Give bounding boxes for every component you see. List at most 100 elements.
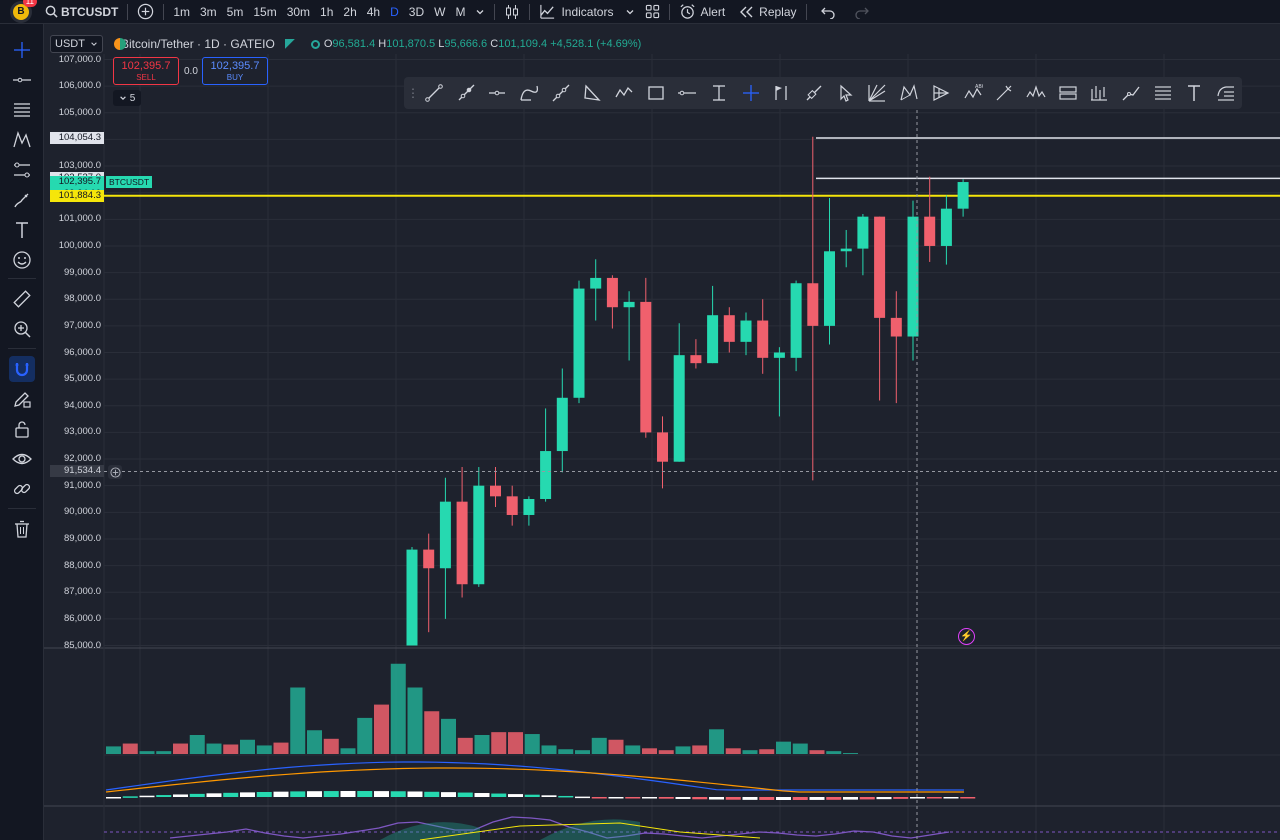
long-position-button[interactable] <box>1052 77 1084 109</box>
signpost-button[interactable] <box>1210 77 1242 109</box>
timeframe-5m[interactable]: 5m <box>226 4 244 19</box>
layouts-button[interactable] <box>640 0 665 24</box>
indicators-icon <box>540 4 555 19</box>
redo-button[interactable] <box>849 0 875 24</box>
volume-bar <box>558 749 574 754</box>
symbol-search-button[interactable]: BTCUSDT <box>40 0 123 24</box>
timeframe-1m[interactable]: 1m <box>173 4 190 19</box>
ghost-feed-button[interactable] <box>1115 77 1147 109</box>
currency-select[interactable]: USDT <box>50 35 103 53</box>
sell-button[interactable]: 102,395.7 SELL <box>113 57 179 85</box>
macd-histogram-bar <box>441 792 456 797</box>
timeframe-4h[interactable]: 4h <box>366 4 381 19</box>
timeframe-dropdown[interactable] <box>470 0 490 24</box>
user-avatar[interactable]: B 11 <box>10 0 37 23</box>
macd-histogram-bar <box>139 795 155 798</box>
price-label: 98,000.0 <box>64 293 101 305</box>
curve-button[interactable] <box>513 77 545 109</box>
legend-collapse-button[interactable]: 5 <box>113 90 141 106</box>
horizontal-ray-button[interactable] <box>481 77 513 109</box>
horizontal-line-button[interactable] <box>672 77 704 109</box>
hide-drawings-tool[interactable] <box>9 446 35 472</box>
sync-drawings-tool[interactable] <box>9 476 35 502</box>
crosshair-tool[interactable] <box>9 37 35 63</box>
chart-canvas[interactable] <box>44 24 1280 840</box>
compare-symbol-button[interactable] <box>132 0 159 24</box>
info-line-button[interactable] <box>798 77 830 109</box>
timeframe-30m[interactable]: 30m <box>286 4 311 19</box>
fib-retracement-button[interactable] <box>1147 77 1179 109</box>
measure-tool[interactable] <box>9 286 35 312</box>
cross-line-button[interactable] <box>735 77 767 109</box>
chart-type-button[interactable] <box>499 0 525 24</box>
flag-icon[interactable] <box>284 39 295 49</box>
macd-indicator <box>105 761 976 800</box>
rectangle-button[interactable] <box>640 77 672 109</box>
arrow-button[interactable] <box>830 77 862 109</box>
macd-histogram-bar <box>826 797 842 800</box>
text-tool[interactable] <box>9 217 35 243</box>
trash-icon <box>15 520 29 538</box>
timeframe-3m[interactable]: 3m <box>200 4 217 19</box>
candle-body <box>757 320 769 358</box>
drag-handle-icon[interactable]: ⋮ <box>407 86 419 100</box>
remove-drawings-tool[interactable] <box>9 516 35 542</box>
legend-row: USDT Bitcoin/Tether · 1D · GATEIO O96,58… <box>50 34 641 54</box>
volume-bar <box>106 746 121 754</box>
head-shoulders-button[interactable] <box>1020 77 1052 109</box>
volume-bar <box>441 718 456 754</box>
emoji-tool[interactable] <box>9 247 35 273</box>
chart-area[interactable] <box>44 24 1280 840</box>
lightning-icon[interactable]: ⚡ <box>958 628 975 645</box>
stay-in-drawing-tool[interactable] <box>9 386 35 412</box>
zoom-in-icon <box>14 321 31 338</box>
path-button[interactable] <box>608 77 640 109</box>
brush-tool[interactable] <box>9 187 35 213</box>
text-icon <box>1188 85 1201 101</box>
replay-button[interactable]: Replay <box>734 0 801 24</box>
volume-bar <box>206 743 222 754</box>
vertical-line-button[interactable] <box>703 77 735 109</box>
buy-button[interactable]: 102,395.7 BUY <box>202 57 268 85</box>
text-button[interactable] <box>1179 77 1211 109</box>
indicators-button[interactable]: Indicators <box>534 0 640 24</box>
undo-button[interactable] <box>815 0 841 24</box>
chevron-down-icon <box>119 96 126 101</box>
triangle-button[interactable] <box>576 77 608 109</box>
projection-button[interactable] <box>988 77 1020 109</box>
elliott-wave-button[interactable]: ABC <box>957 77 989 109</box>
forecast-tool[interactable] <box>9 157 35 183</box>
svg-text:ABC: ABC <box>975 84 983 90</box>
alert-button[interactable]: Alert <box>674 0 730 24</box>
timeframe-m[interactable]: M <box>455 4 466 19</box>
symbol-title[interactable]: Bitcoin/Tether · 1D · GATEIO <box>121 37 275 51</box>
gann-fan-button[interactable] <box>862 77 894 109</box>
ray-button[interactable] <box>450 77 482 109</box>
timeframe-15m[interactable]: 15m <box>253 4 277 19</box>
open-label: O <box>323 38 333 50</box>
extended-line-button[interactable] <box>545 77 577 109</box>
symbol-price-tag: BTCUSDT <box>106 176 153 188</box>
xabcd-pattern-button[interactable] <box>893 77 925 109</box>
timeframe-d[interactable]: D <box>390 4 399 19</box>
zoom-tool[interactable] <box>9 316 35 342</box>
fib-tool[interactable] <box>9 97 35 123</box>
timeframe-2h[interactable]: 2h <box>343 4 357 19</box>
trend-line-tool[interactable] <box>9 67 35 93</box>
pitchfork-button[interactable] <box>925 77 957 109</box>
flag-mark-button[interactable] <box>767 77 799 109</box>
trend-line-button[interactable] <box>418 77 450 109</box>
timeframe-3d[interactable]: 3D <box>408 4 425 19</box>
bars-pattern-button[interactable] <box>1083 77 1115 109</box>
lock-drawings-tool[interactable] <box>9 416 35 442</box>
volume-bar <box>625 745 641 754</box>
timeframe-w[interactable]: W <box>434 4 446 19</box>
candle-body <box>657 432 668 462</box>
magnet-tool[interactable] <box>9 356 35 382</box>
macd-histogram-bar <box>675 797 691 799</box>
pattern-tool[interactable] <box>9 127 35 153</box>
price-label: 96,000.0 <box>64 346 101 358</box>
price-label: 103,000.0 <box>58 160 101 172</box>
add-alert-button[interactable] <box>108 465 122 479</box>
timeframe-1h[interactable]: 1h <box>320 4 334 19</box>
